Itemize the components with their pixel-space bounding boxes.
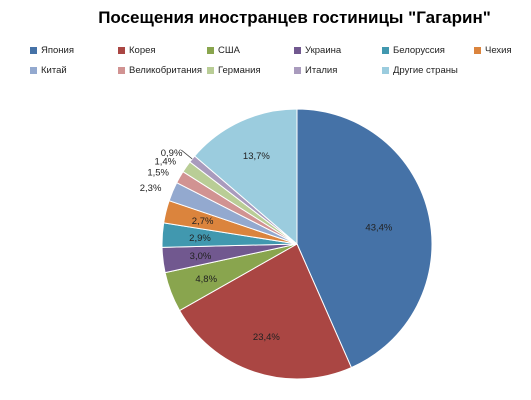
- chart-legend: Япония Корея США Украина Белоруссия Чехи…: [30, 40, 525, 80]
- data-label-сша: 4,8%: [195, 274, 217, 285]
- data-label-китай: 2,3%: [140, 183, 162, 194]
- legend-item-belarus: Белоруссия: [382, 45, 474, 56]
- legend-swatch-belarus: [382, 46, 389, 54]
- legend-item-japan: Япония: [30, 45, 118, 56]
- data-label-япония: 43,4%: [365, 222, 392, 233]
- pie-slice-другие-страны: [193, 108, 298, 246]
- legend-label: Италия: [305, 64, 338, 76]
- legend-swatch-germany: [207, 66, 214, 74]
- legend-item-usa: США: [207, 45, 294, 56]
- legend-row-1: Япония Корея США Украина Белоруссия Чехи…: [30, 40, 525, 60]
- pie-slice-япония: [296, 108, 433, 369]
- legend-item-other: Другие страны: [382, 65, 458, 76]
- legend-swatch-ukraine: [294, 46, 301, 54]
- legend-label: Япония: [41, 44, 74, 56]
- legend-swatch-italy: [294, 66, 301, 74]
- pie-slice-корея: [178, 243, 353, 380]
- legend-label: США: [218, 44, 240, 56]
- legend-swatch-uk: [118, 66, 125, 74]
- data-label-германия: 1,4%: [154, 157, 176, 168]
- legend-swatch-korea: [118, 46, 125, 54]
- data-label-великобритания: 1,5%: [147, 168, 169, 179]
- legend-label: Украина: [305, 44, 342, 56]
- legend-swatch-czechia: [474, 46, 481, 54]
- legend-label: Другие страны: [393, 64, 458, 76]
- legend-item-ukraine: Украина: [294, 45, 382, 56]
- legend-label: Германия: [218, 64, 261, 76]
- legend-label: Китай: [41, 64, 67, 76]
- legend-swatch-other: [382, 66, 389, 74]
- data-label-другие-страны: 13,7%: [243, 151, 270, 162]
- legend-item-korea: Корея: [118, 45, 207, 56]
- legend-swatch-china: [30, 66, 37, 74]
- legend-row-2: Китай Великобритания Германия Италия Дру…: [30, 60, 525, 80]
- legend-label: Чехия: [485, 44, 512, 56]
- legend-label: Белоруссия: [393, 44, 445, 56]
- legend-label: Великобритания: [129, 64, 202, 76]
- legend-item-germany: Германия: [207, 65, 294, 76]
- legend-swatch-usa: [207, 46, 214, 54]
- data-label-белоруссия: 2,9%: [189, 233, 211, 244]
- legend-item-czechia: Чехия: [474, 45, 512, 56]
- data-label-италия: 0,9%: [161, 148, 183, 159]
- legend-item-china: Китай: [30, 65, 118, 76]
- data-label-корея: 23,4%: [253, 332, 280, 343]
- legend-item-uk: Великобритания: [118, 65, 207, 76]
- legend-label: Корея: [129, 44, 156, 56]
- leader-line-italy: [181, 149, 193, 160]
- chart-title: Посещения иностранцев гостиницы "Гагарин…: [98, 8, 491, 27]
- legend-item-italy: Италия: [294, 65, 382, 76]
- data-label-чехия: 2,7%: [192, 216, 214, 227]
- data-label-украина: 3,0%: [190, 251, 212, 262]
- legend-swatch-japan: [30, 46, 37, 54]
